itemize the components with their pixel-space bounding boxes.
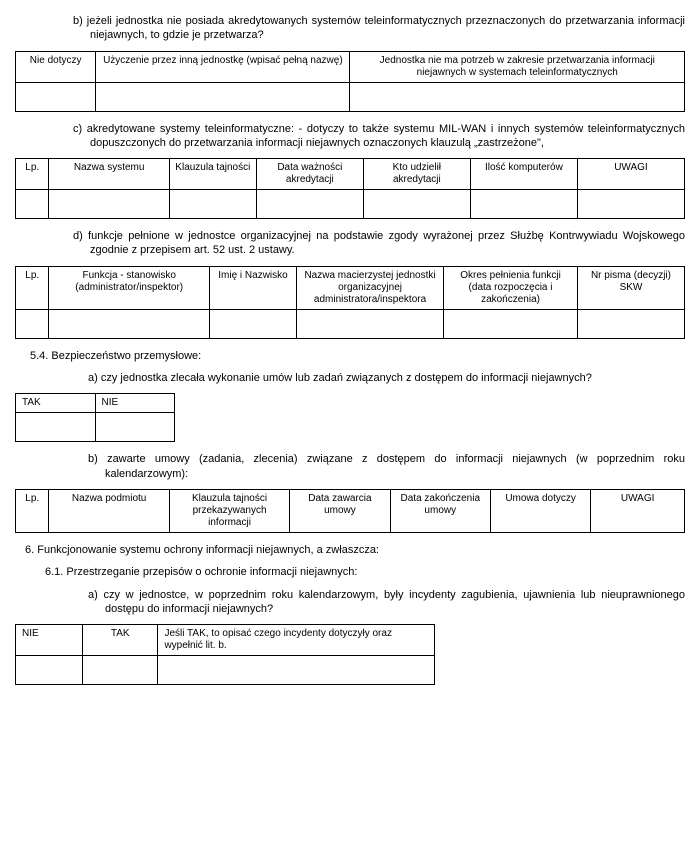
- th-c-2: Klauzula tajności: [169, 159, 256, 190]
- td-blank: [16, 309, 49, 338]
- td-blank: [83, 656, 158, 685]
- table-54b: Lp. Nazwa podmiotu Klauzula tajności prz…: [15, 489, 685, 533]
- th-54b-3: Data zawarcia umowy: [290, 489, 390, 532]
- th-54b-6: UWAGI: [591, 489, 685, 532]
- th-c-6: UWAGI: [577, 159, 684, 190]
- th-b-1: Użyczenie przez inną jednostkę (wpisać p…: [96, 51, 350, 82]
- section-c-text: c) akredytowane systemy teleinformatyczn…: [15, 122, 685, 151]
- td-blank: [209, 309, 296, 338]
- table-54a: TAK NIE: [15, 393, 175, 442]
- th-c-3: Data ważności akredytacji: [256, 159, 363, 190]
- td-blank: [16, 656, 83, 685]
- th-d-5: Nr pisma (decyzji) SKW: [577, 266, 684, 309]
- td-blank: [95, 413, 175, 442]
- td-blank: [577, 309, 684, 338]
- th-d-3: Nazwa macierzystej jednostki organizacyj…: [296, 266, 443, 309]
- th-54a-1: NIE: [95, 394, 175, 413]
- th-b-2: Jednostka nie ma potrzeb w zakresie prze…: [350, 51, 685, 82]
- td-blank: [470, 190, 577, 219]
- td-blank: [577, 190, 684, 219]
- section-6-title: 6. Funkcjonowanie systemu ochrony inform…: [15, 543, 685, 557]
- td-blank: [256, 190, 363, 219]
- th-54a-0: TAK: [16, 394, 96, 413]
- th-c-1: Nazwa systemu: [49, 159, 169, 190]
- section-54-title: 5.4. Bezpieczeństwo przemysłowe:: [15, 349, 685, 363]
- section-d-text: d) funkcje pełnione w jednostce organiza…: [15, 229, 685, 258]
- td-blank: [158, 656, 435, 685]
- section-b-text: b) jeżeli jednostka nie posiada akredyto…: [15, 14, 685, 43]
- section-54a-text: a) czy jednostka zlecała wykonanie umów …: [15, 371, 685, 385]
- th-d-4: Okres pełnienia funkcji (data rozpoczęci…: [444, 266, 578, 309]
- table-d: Lp. Funkcja - stanowisko (administrator/…: [15, 266, 685, 339]
- th-c-5: Ilość komputerów: [470, 159, 577, 190]
- td-blank: [296, 309, 443, 338]
- td-blank: [16, 190, 49, 219]
- td-blank: [169, 190, 256, 219]
- th-54b-5: Umowa dotyczy: [490, 489, 590, 532]
- th-54b-4: Data zakończenia umowy: [390, 489, 490, 532]
- table-c: Lp. Nazwa systemu Klauzula tajności Data…: [15, 158, 685, 219]
- td-blank: [363, 190, 470, 219]
- td-blank: [49, 309, 210, 338]
- th-d-0: Lp.: [16, 266, 49, 309]
- td-blank: [49, 190, 169, 219]
- th-61a-0: NIE: [16, 625, 83, 656]
- section-54b-text: b) zawarte umowy (zadania, zlecenia) zwi…: [15, 452, 685, 481]
- td-blank: [350, 82, 685, 111]
- td-blank: [96, 82, 350, 111]
- th-54b-1: Nazwa podmiotu: [49, 489, 169, 532]
- th-c-0: Lp.: [16, 159, 49, 190]
- th-b-0: Nie dotyczy: [16, 51, 96, 82]
- th-54b-2: Klauzula tajności przekazywanych informa…: [169, 489, 289, 532]
- th-61a-1: TAK: [83, 625, 158, 656]
- section-61-title: 6.1. Przestrzeganie przepisów o ochronie…: [15, 565, 685, 579]
- th-c-4: Kto udzielił akredytacji: [363, 159, 470, 190]
- section-61a-text: a) czy w jednostce, w poprzednim roku ka…: [15, 588, 685, 617]
- th-d-1: Funkcja - stanowisko (administrator/insp…: [49, 266, 210, 309]
- table-61a: NIE TAK Jeśli TAK, to opisać czego incyd…: [15, 624, 435, 685]
- td-blank: [16, 82, 96, 111]
- td-blank: [444, 309, 578, 338]
- th-54b-0: Lp.: [16, 489, 49, 532]
- th-d-2: Imię i Nazwisko: [209, 266, 296, 309]
- table-b: Nie dotyczy Użyczenie przez inną jednost…: [15, 51, 685, 112]
- td-blank: [16, 413, 96, 442]
- th-61a-2: Jeśli TAK, to opisać czego incydenty dot…: [158, 625, 435, 656]
